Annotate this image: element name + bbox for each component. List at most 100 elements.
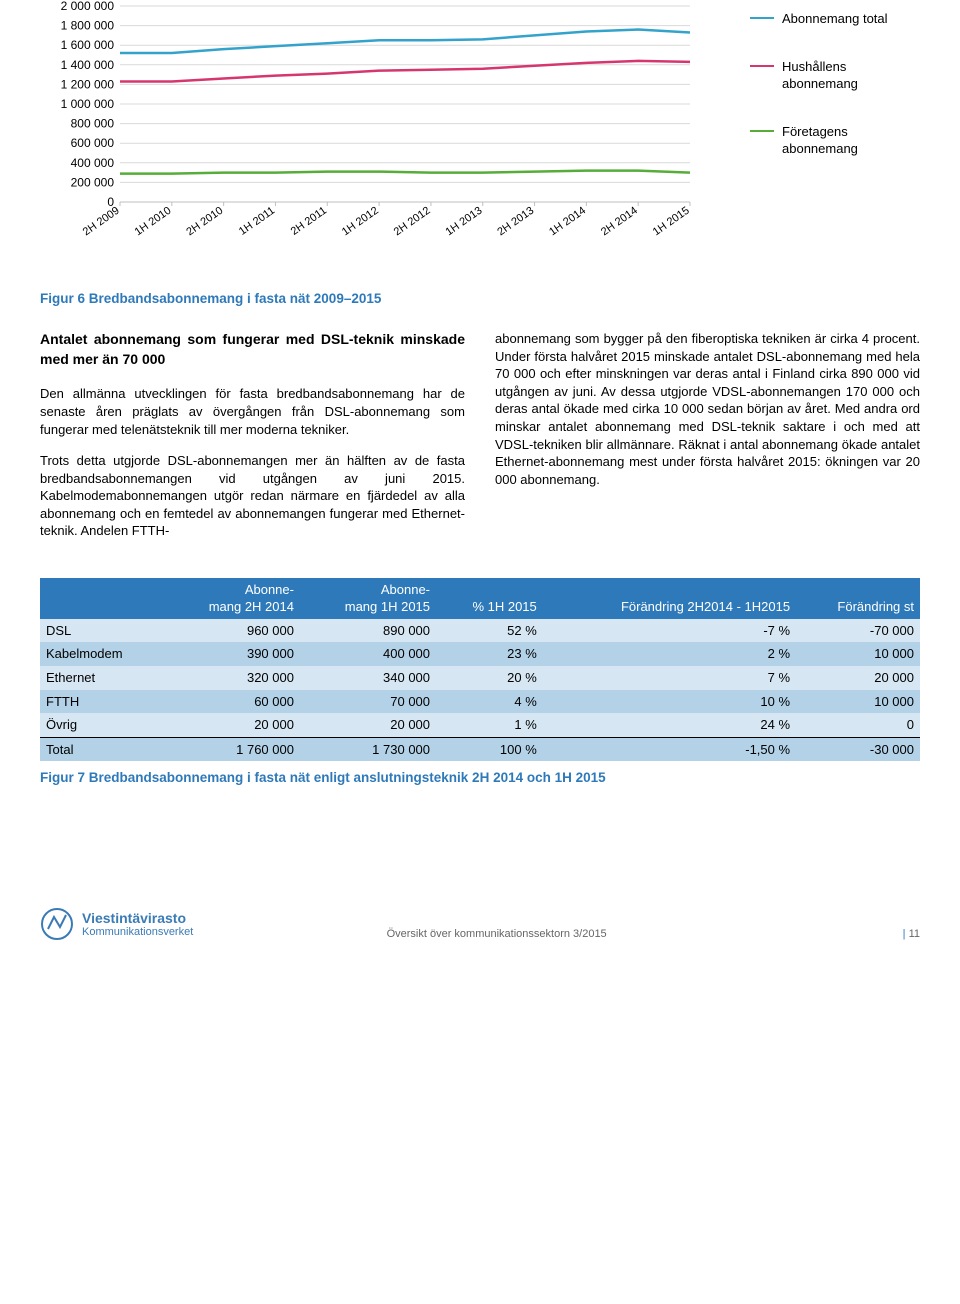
table-cell: 1 % <box>436 713 543 737</box>
paragraph-3: abonnemang som bygger på den fiberoptisk… <box>495 330 920 488</box>
table-cell: 52 % <box>436 619 543 643</box>
svg-text:1 800 000: 1 800 000 <box>61 19 115 33</box>
table-header-cell: % 1H 2015 <box>436 578 543 619</box>
table-cell: 10 % <box>543 690 796 714</box>
table-cell: 70 000 <box>300 690 436 714</box>
table-row: Övrig20 00020 0001 %24 %0 <box>40 713 920 737</box>
table-header-cell: Förändring 2H2014 - 1H2015 <box>543 578 796 619</box>
table-cell: 4 % <box>436 690 543 714</box>
table-header-cell: Abonne-mang 1H 2015 <box>300 578 436 619</box>
legend-label: Abonnemang total <box>782 10 888 28</box>
figure6-caption: Figur 6 Bredbandsabonnemang i fasta nät … <box>40 290 920 308</box>
svg-text:1H 2013: 1H 2013 <box>443 205 484 239</box>
svg-text:400 000: 400 000 <box>71 156 115 170</box>
page-footer: Viestintävirasto Kommunikationsverket Öv… <box>40 907 920 941</box>
svg-text:800 000: 800 000 <box>71 117 115 131</box>
table-cell: DSL <box>40 619 164 643</box>
svg-text:1H 2014: 1H 2014 <box>547 205 588 239</box>
table-cell: 2 % <box>543 642 796 666</box>
line-chart: 0200 000400 000600 000800 0001 000 0001 … <box>40 0 700 260</box>
table-row: FTTH60 00070 0004 %10 %10 000 <box>40 690 920 714</box>
chart-container: 0200 000400 000600 000800 0001 000 0001 … <box>40 0 740 260</box>
table-cell: -30 000 <box>796 737 920 761</box>
svg-text:1H 2011: 1H 2011 <box>237 205 277 238</box>
legend-swatch <box>750 130 774 132</box>
table-cell: Kabelmodem <box>40 642 164 666</box>
paragraph-2: Trots detta utgjorde DSL-abonnemangen me… <box>40 452 465 540</box>
table-header-cell: Abonne-mang 2H 2014 <box>164 578 300 619</box>
svg-text:200 000: 200 000 <box>71 175 115 189</box>
table-cell: 20 000 <box>300 713 436 737</box>
table-header-cell <box>40 578 164 619</box>
paragraph-1: Den allmänna utvecklingen för fasta bred… <box>40 385 465 438</box>
svg-text:600 000: 600 000 <box>71 136 115 150</box>
table-cell: 60 000 <box>164 690 300 714</box>
svg-text:1H 2010: 1H 2010 <box>133 205 174 239</box>
footer-logo: Viestintävirasto Kommunikationsverket <box>40 907 193 941</box>
table-cell: -7 % <box>543 619 796 643</box>
table-cell: 400 000 <box>300 642 436 666</box>
logo-main: Viestintävirasto <box>82 910 193 926</box>
svg-text:2H 2011: 2H 2011 <box>289 205 329 238</box>
table-cell: 0 <box>796 713 920 737</box>
svg-text:1 600 000: 1 600 000 <box>61 38 115 52</box>
table-cell: 960 000 <box>164 619 300 643</box>
figure7-caption: Figur 7 Bredbandsabonnemang i fasta nät … <box>40 769 920 787</box>
chart-legend: Abonnemang total Hushållens abonnemang För… <box>740 0 920 260</box>
table-cell: 340 000 <box>300 666 436 690</box>
svg-text:2H 2013: 2H 2013 <box>495 205 536 239</box>
table-cell: 890 000 <box>300 619 436 643</box>
table-cell: FTTH <box>40 690 164 714</box>
table-cell: 20 % <box>436 666 543 690</box>
technology-table: Abonne-mang 2H 2014Abonne-mang 1H 2015% … <box>40 578 920 761</box>
legend-item: Företagens abonnemang <box>750 123 920 158</box>
svg-text:2H 2009: 2H 2009 <box>81 205 122 239</box>
legend-swatch <box>750 65 774 67</box>
table-cell: 10 000 <box>796 642 920 666</box>
section-heading: Antalet abonnemang som fungerar med DSL-… <box>40 330 465 369</box>
table-cell: -70 000 <box>796 619 920 643</box>
table-cell: Total <box>40 737 164 761</box>
table-row: Ethernet320 000340 00020 %7 %20 000 <box>40 666 920 690</box>
legend-label: Hushållens abonnemang <box>782 58 902 93</box>
svg-text:1 000 000: 1 000 000 <box>61 97 115 111</box>
table-cell: 1 730 000 <box>300 737 436 761</box>
svg-text:2H 2014: 2H 2014 <box>599 205 640 239</box>
logo-sub: Kommunikationsverket <box>82 926 193 939</box>
body-columns: Antalet abonnemang som fungerar med DSL-… <box>40 330 920 554</box>
table-cell: 100 % <box>436 737 543 761</box>
left-column: Antalet abonnemang som fungerar med DSL-… <box>40 330 465 554</box>
svg-text:2H 2010: 2H 2010 <box>184 205 225 239</box>
table-total-row: Total1 760 0001 730 000100 %-1,50 %-30 0… <box>40 737 920 761</box>
table-cell: Ethernet <box>40 666 164 690</box>
svg-text:1 200 000: 1 200 000 <box>61 77 115 91</box>
svg-text:2 000 000: 2 000 000 <box>61 0 115 13</box>
legend-label: Företagens abonnemang <box>782 123 902 158</box>
table-header-cell: Förändring st <box>796 578 920 619</box>
table-cell: 1 760 000 <box>164 737 300 761</box>
svg-text:2H 2012: 2H 2012 <box>392 205 433 239</box>
legend-item: Abonnemang total <box>750 10 920 28</box>
table-cell: 7 % <box>543 666 796 690</box>
table-row: Kabelmodem390 000400 00023 %2 %10 000 <box>40 642 920 666</box>
table-cell: 390 000 <box>164 642 300 666</box>
right-column: abonnemang som bygger på den fiberoptisk… <box>495 330 920 554</box>
chart-section: 0200 000400 000600 000800 0001 000 0001 … <box>40 0 920 260</box>
legend-item: Hushållens abonnemang <box>750 58 920 93</box>
page-number: 11 <box>909 928 920 940</box>
svg-text:1 400 000: 1 400 000 <box>61 58 115 72</box>
table-cell: 320 000 <box>164 666 300 690</box>
table-cell: 24 % <box>543 713 796 737</box>
table-row: DSL960 000890 00052 %-7 %-70 000 <box>40 619 920 643</box>
table-cell: 10 000 <box>796 690 920 714</box>
table-cell: -1,50 % <box>543 737 796 761</box>
table-cell: Övrig <box>40 713 164 737</box>
table-cell: 20 000 <box>796 666 920 690</box>
footer-center: Översikt över kommunikationssektorn 3/20… <box>193 927 800 942</box>
logo-icon <box>40 907 74 941</box>
svg-text:1H 2015: 1H 2015 <box>651 205 692 239</box>
svg-text:1H 2012: 1H 2012 <box>340 205 381 239</box>
logo-text: Viestintävirasto Kommunikationsverket <box>82 910 193 939</box>
table-cell: 20 000 <box>164 713 300 737</box>
footer-page: | 11 <box>800 927 920 942</box>
